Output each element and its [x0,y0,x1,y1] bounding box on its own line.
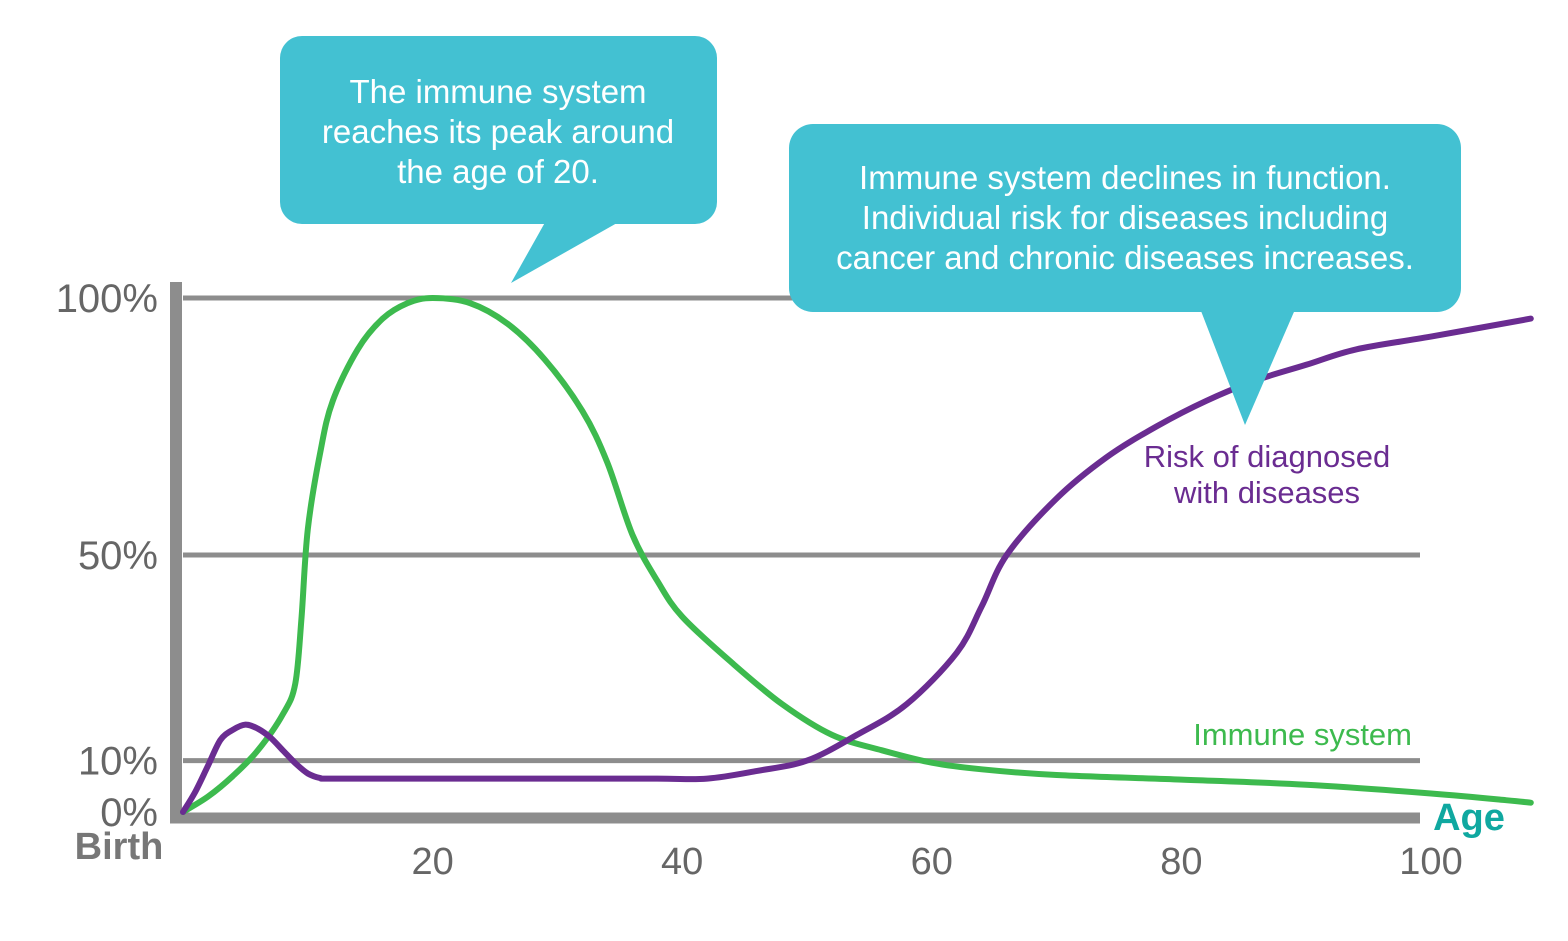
callout-peak-line-2: reaches its peak around [322,113,674,150]
risk-series-label-line1: Risk of diagnosed [1144,439,1390,474]
risk-series-label-line2: with diseases [1173,475,1360,510]
callout-decline-box [789,124,1461,312]
y-tick-label-0: 0% [100,791,158,835]
x-tick-label-20: 20 [411,841,453,883]
immune-system-line [180,295,1534,815]
callout-decline-line-1: Immune system declines in function. [859,159,1391,196]
disease-risk-line [180,315,1534,815]
tick-labels: 0% 10% 50% 100% 20 40 60 80 100 Birth Age [56,277,1505,883]
x-tick-label-40: 40 [661,841,703,883]
callout-peak-box [280,36,717,224]
callout-decline-line-3: cancer and chronic diseases increases. [836,239,1414,276]
y-tick-label-10: 10% [78,740,158,784]
immune-series-label: Immune system [1193,717,1412,752]
y-tick-label-100: 100% [56,277,158,321]
callout-peak-tail [511,210,640,283]
x-tick-label-60: 60 [911,841,953,883]
x-axis-title: Age [1433,797,1505,839]
x-origin-label: Birth [75,826,164,868]
y-tick-label-50: 50% [78,534,158,578]
series-lines [180,295,1534,815]
callout-peak-line-3: the age of 20. [397,153,599,190]
callout-decline-line-2: Individual risk for diseases including [862,199,1388,236]
x-tick-label-100: 100 [1399,841,1462,883]
callout-decline-tail [1196,298,1300,425]
callout-peak-line-1: The immune system [349,73,646,110]
x-tick-label-80: 80 [1160,841,1202,883]
axes [170,282,1420,824]
callout-decline: Immune system declines in function.Indiv… [789,124,1461,425]
